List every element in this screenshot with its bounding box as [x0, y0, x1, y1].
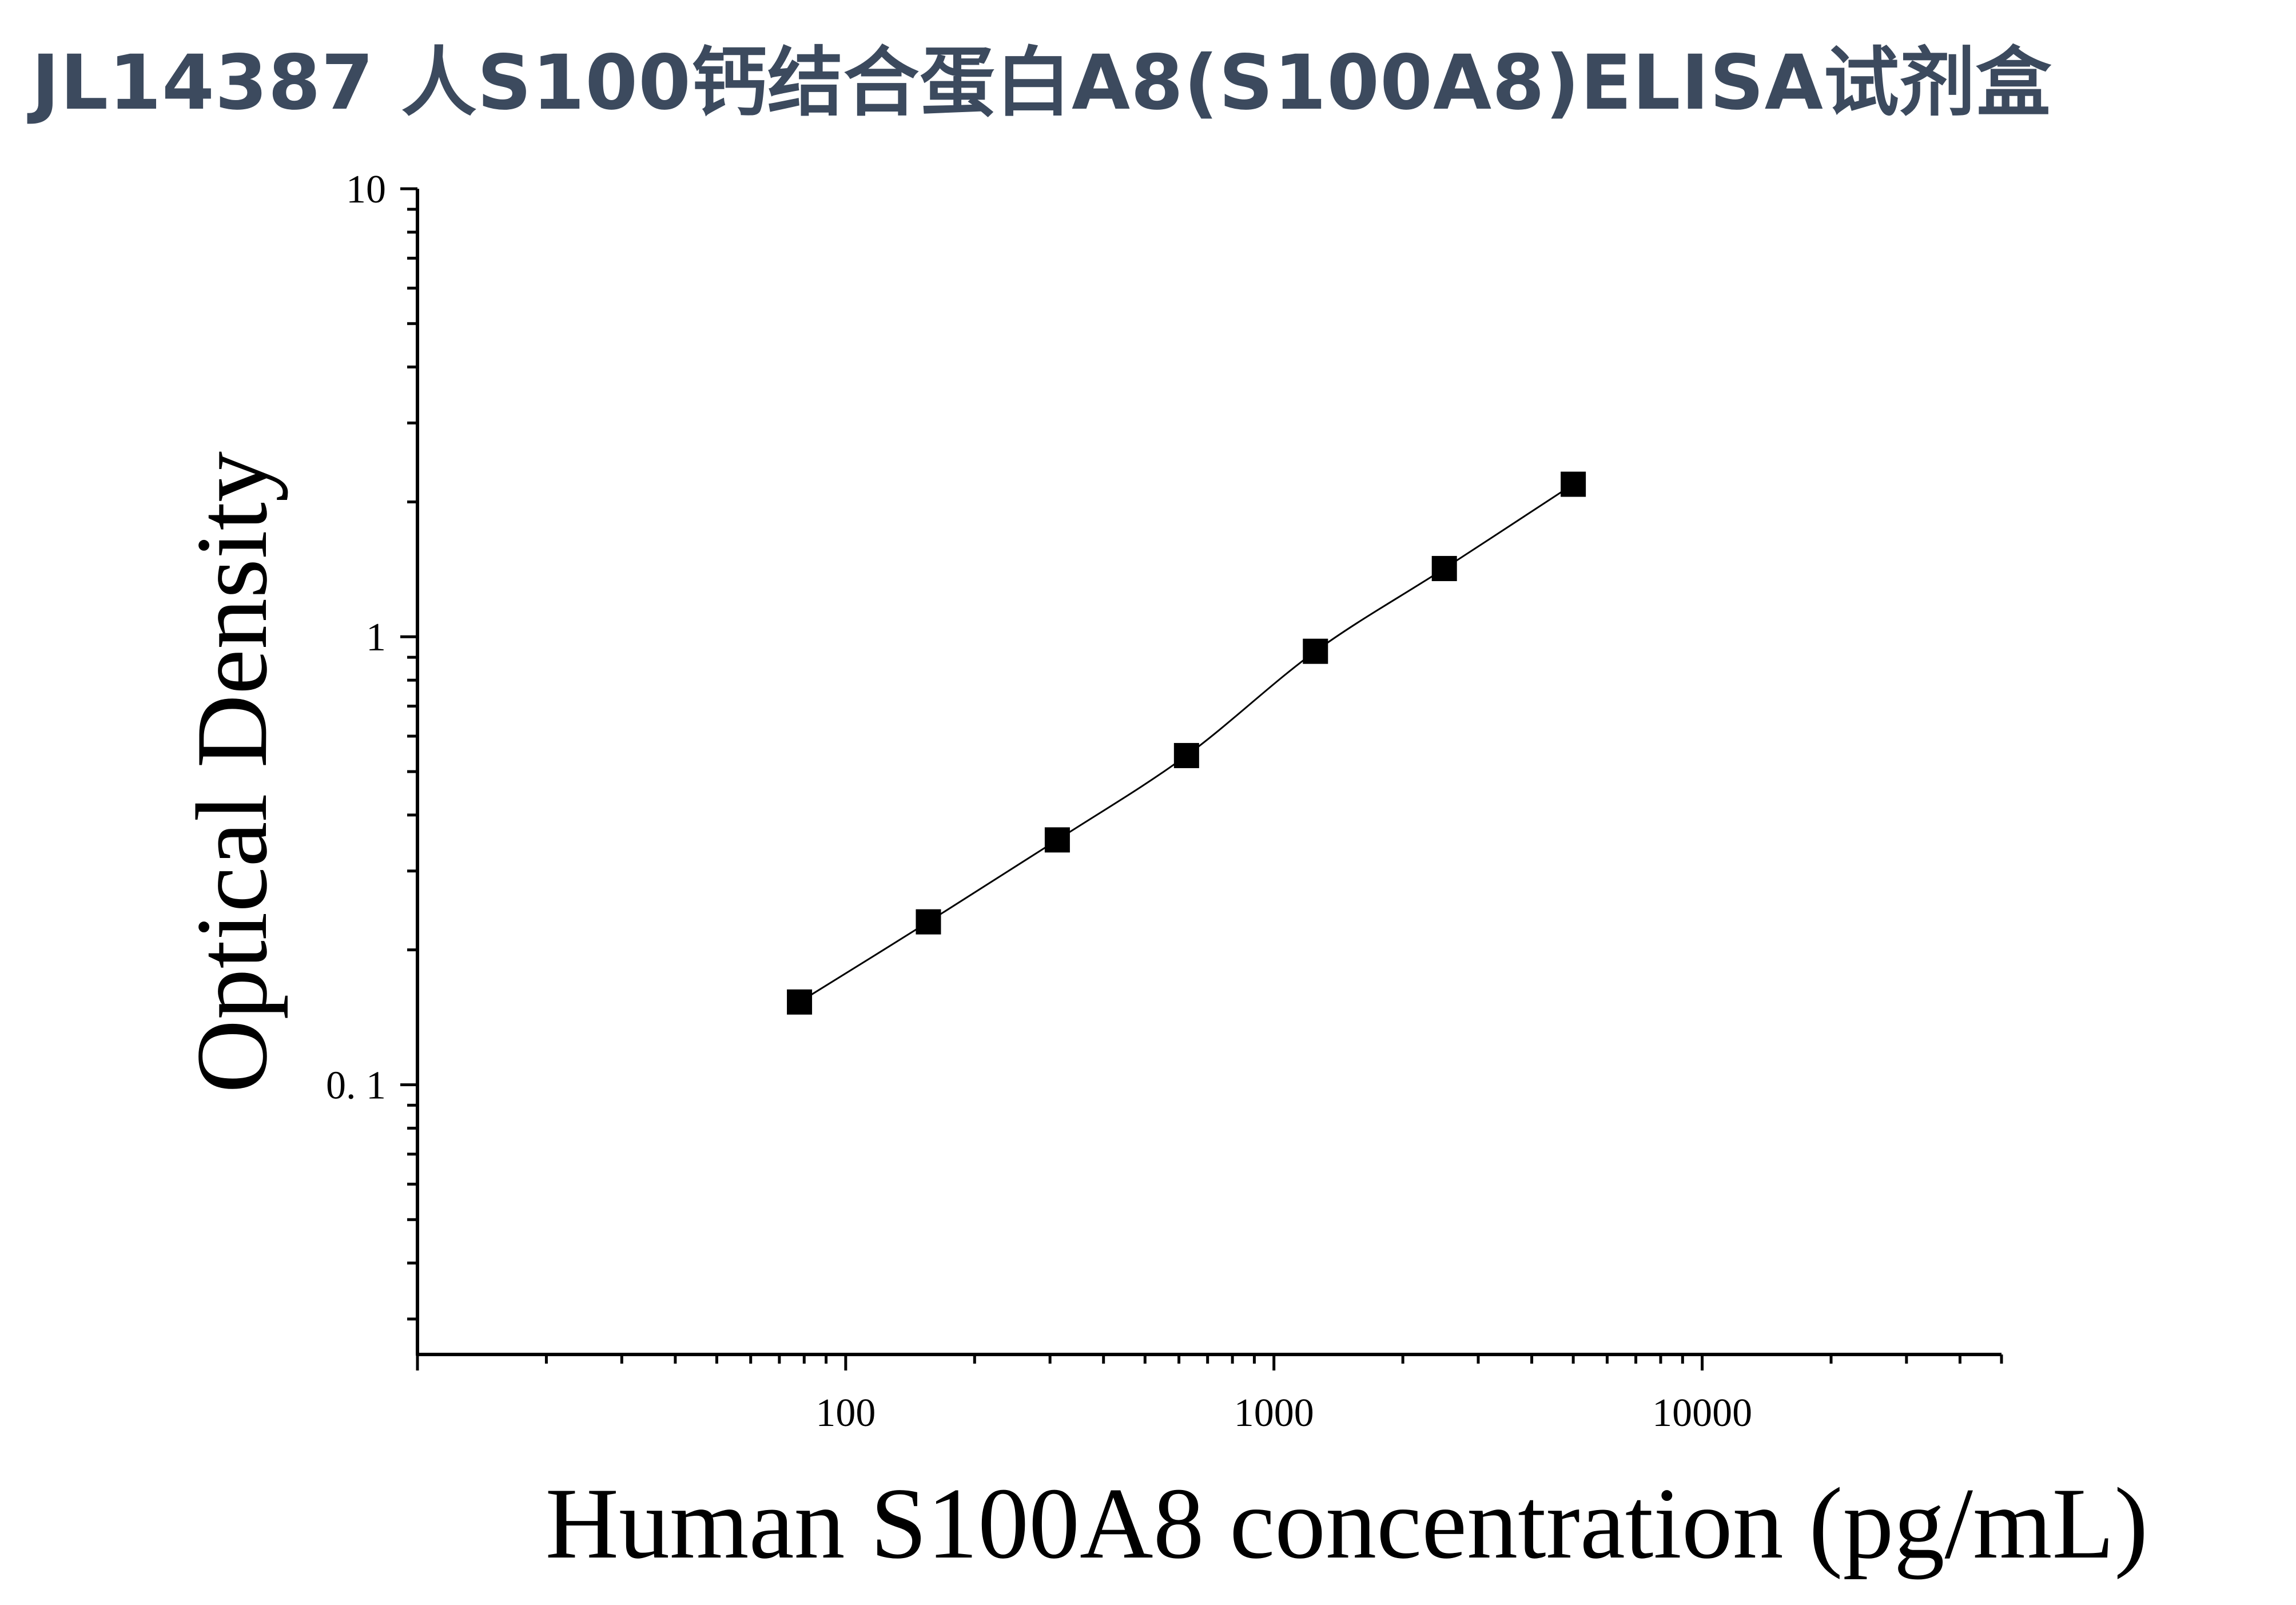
- y-tick-label: 0. 1: [326, 1063, 386, 1107]
- axes: [416, 189, 2001, 1356]
- y-tick-label: 10: [346, 168, 386, 212]
- data-point: [1561, 471, 1586, 497]
- data-point: [916, 909, 941, 935]
- data-point: [787, 989, 813, 1015]
- page-title: JL14387 人S100钙结合蛋白A8(S100A8)ELISA试剂盒: [31, 39, 2052, 127]
- data-point: [1044, 827, 1070, 853]
- data-point: [1303, 638, 1328, 664]
- tick-labels: 100 1000 10000 0. 1 1 10: [326, 168, 1752, 1435]
- y-tick-label: 1: [366, 615, 386, 660]
- ticks: [400, 187, 2003, 1370]
- x-tick-label: 1000: [1234, 1391, 1314, 1435]
- x-tick-label: 100: [815, 1391, 876, 1435]
- y-axis-title: Optical Density: [175, 451, 288, 1093]
- x-tick-label: 10000: [1652, 1391, 1752, 1435]
- data-point: [1431, 555, 1457, 581]
- data-points: [787, 471, 1586, 1015]
- data-point: [1173, 742, 1199, 768]
- x-axis-title: Human S100A8 concentration (pg/mL): [546, 1467, 2148, 1580]
